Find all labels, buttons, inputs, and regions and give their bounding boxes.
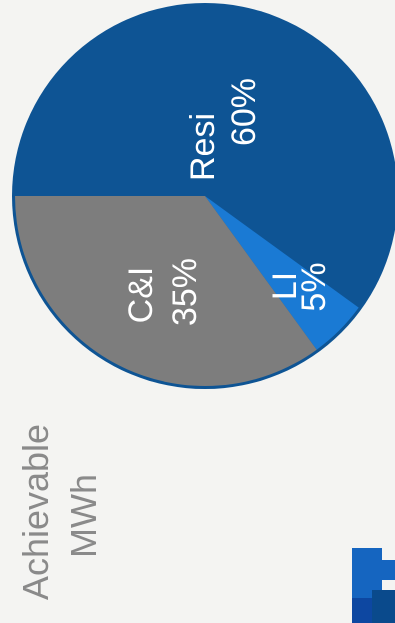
pie-slice-li: [205, 196, 359, 350]
logo-mark: [352, 548, 395, 623]
pie-slices: [12, 3, 395, 389]
chart-title-line-2: MWh: [63, 474, 104, 558]
slice-label-resi: Resi: [184, 113, 222, 181]
slice-value-resi: 60%: [225, 78, 263, 146]
chart-title-line-1: Achievable: [15, 424, 56, 600]
slice-label-ci: C&I: [122, 267, 160, 324]
pie-slice-c-i: [15, 196, 317, 386]
slice-value-li: 5%: [295, 262, 333, 311]
slice-value-ci: 35%: [166, 258, 204, 326]
slice-label-li: LI: [266, 272, 304, 300]
pie-slice-resi: [15, 5, 395, 308]
